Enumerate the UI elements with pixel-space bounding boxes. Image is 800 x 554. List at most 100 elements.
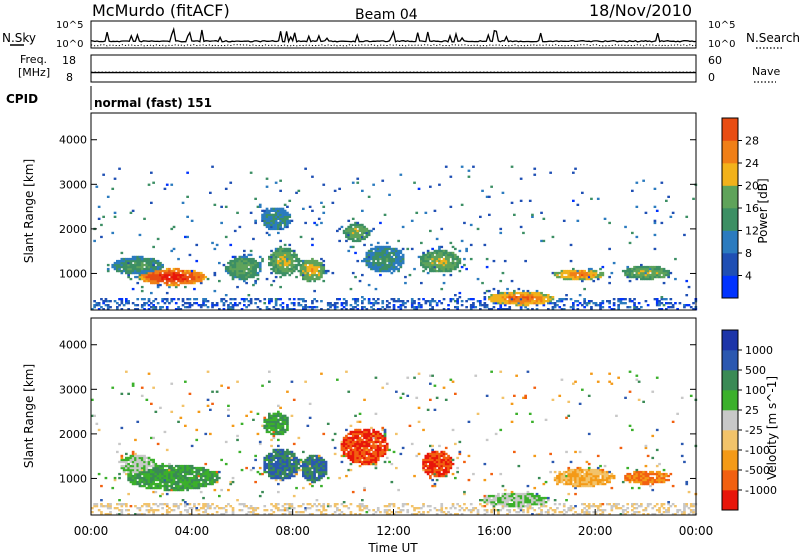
heat-cell (188, 513, 192, 516)
heat-cell (485, 438, 489, 442)
heat-cell (143, 513, 146, 516)
heat-cell (345, 239, 348, 243)
heat-cell (449, 460, 453, 464)
heat-cell (240, 468, 244, 472)
heat-cell (272, 458, 276, 462)
heat-cell (145, 456, 149, 460)
heat-cell (229, 302, 233, 305)
heat-cell (465, 507, 468, 510)
heat-cell (590, 277, 593, 281)
heat-cell (188, 273, 192, 277)
heat-cell (438, 466, 441, 470)
heat-cell (263, 223, 267, 227)
heat-cell (376, 454, 380, 458)
heat-cell (374, 253, 378, 257)
heat-cell (485, 265, 489, 269)
heat-cell (665, 273, 668, 277)
heat-cell (190, 484, 194, 488)
heat-cell (209, 432, 212, 436)
heat-cell (184, 306, 187, 309)
heat-cell (258, 267, 262, 271)
heat-cell (540, 511, 543, 514)
heat-cell (458, 249, 462, 253)
heat-cell (206, 482, 210, 486)
heat-cell (444, 507, 448, 510)
heat-cell (383, 308, 387, 311)
heat-cell (587, 277, 591, 281)
heat-cell (299, 271, 303, 275)
heat-cell (256, 271, 260, 275)
heat-cell (177, 474, 180, 478)
heat-cell (247, 253, 251, 257)
heat-cell (188, 269, 192, 273)
heat-cell (150, 302, 153, 305)
heat-cell (587, 511, 591, 514)
heat-cell (524, 298, 527, 301)
heat-cell (351, 490, 355, 494)
heat-cell (590, 478, 593, 482)
heat-cell (438, 269, 441, 273)
heat-cell (483, 513, 487, 516)
heat-cell (172, 505, 176, 508)
heat-cell (456, 298, 459, 301)
heat-cell (109, 511, 112, 514)
heat-cell (655, 265, 659, 269)
heat-cell (578, 484, 582, 488)
heat-cell (281, 422, 285, 426)
heat-cell (243, 267, 246, 271)
heat-cell (243, 300, 246, 303)
heat-cell (238, 267, 242, 271)
heat-cell (399, 251, 403, 255)
heat-cell (283, 269, 287, 273)
heat-cell (576, 275, 580, 279)
heat-cell (356, 221, 360, 225)
heat-cell (274, 271, 278, 275)
heat-cell (490, 494, 493, 498)
heat-cell (567, 478, 571, 482)
heat-cell (435, 450, 439, 454)
heat-cell (572, 277, 575, 281)
heat-cell (127, 472, 130, 476)
heat-cell (97, 217, 101, 221)
heat-cell (315, 265, 319, 269)
heat-cell (444, 452, 448, 456)
heat-cell (395, 261, 398, 265)
heat-cell (356, 430, 360, 434)
heat-cell (233, 255, 237, 259)
heat-cell (363, 229, 366, 233)
heat-cell (342, 440, 346, 444)
heat-cell (272, 434, 276, 438)
heat-cell (311, 470, 314, 474)
heat-cell (140, 304, 144, 307)
heat-cell (646, 277, 650, 281)
heat-cell (347, 225, 351, 229)
heat-cell (134, 513, 137, 516)
heat-cell (152, 265, 155, 269)
heat-cell (576, 304, 580, 307)
heat-cell (281, 428, 285, 432)
heat-cell (540, 513, 543, 516)
heat-cell (131, 267, 135, 271)
heat-cell (129, 474, 133, 478)
heat-cell (363, 257, 366, 261)
heat-cell (585, 511, 589, 514)
heat-cell (254, 458, 257, 462)
heat-cell (569, 480, 573, 484)
heat-cell (660, 181, 664, 184)
heat-cell (372, 460, 375, 464)
heat-cell (558, 298, 562, 301)
heat-cell (397, 488, 400, 492)
heat-cell (385, 304, 389, 307)
heat-cell (379, 454, 382, 458)
heat-cell (277, 448, 280, 452)
heat-cell (367, 430, 371, 434)
heat-cell (297, 462, 301, 466)
heat-cell (140, 462, 144, 466)
heat-cell (240, 271, 244, 275)
heat-cell (531, 496, 534, 500)
heat-cell (483, 501, 487, 504)
heat-cell (390, 255, 394, 259)
heat-cell (374, 249, 378, 253)
heat-cell (572, 472, 575, 476)
heat-cell (612, 261, 616, 265)
